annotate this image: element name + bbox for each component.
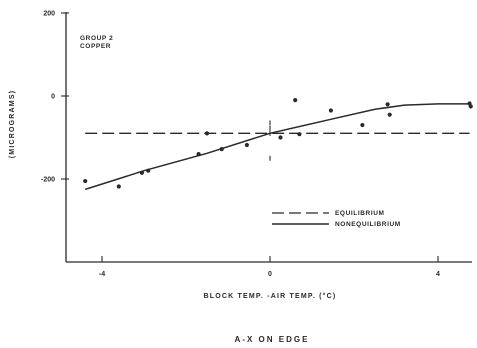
- legend: EQUILIBRIUM NONEQUILIBRIUM: [272, 210, 401, 228]
- data-point: [116, 184, 121, 189]
- data-point: [387, 112, 392, 117]
- data-point: [196, 152, 201, 157]
- data-point: [146, 168, 151, 173]
- data-point: [293, 98, 298, 103]
- annotation-line-1: GROUP 2: [80, 35, 113, 42]
- x-tick-label: -4: [99, 271, 105, 278]
- y-axis-label: (MICROGRAMS): [9, 90, 16, 158]
- data-point: [328, 108, 333, 113]
- figure-caption: A-X ON EDGE: [235, 335, 310, 344]
- nonequilibrium-curve: [84, 103, 470, 191]
- data-point: [297, 132, 302, 137]
- chart-marks: 200 0 -200 -4 0 4: [41, 11, 473, 278]
- data-point: [278, 135, 283, 140]
- data-point: [139, 170, 144, 175]
- y-tick-label: -200: [41, 177, 55, 184]
- data-point: [468, 104, 473, 109]
- legend-label-nonequilibrium: NONEQUILIBRIUM: [335, 221, 401, 228]
- legend-label-equilibrium: EQUILIBRIUM: [335, 210, 385, 217]
- data-point: [385, 102, 390, 107]
- data-point: [360, 122, 365, 128]
- data-point: [244, 142, 249, 148]
- x-tick-label: 0: [268, 271, 272, 278]
- data-point: [204, 131, 210, 136]
- y-tick-label: 0: [51, 94, 55, 101]
- x-tick-label: 4: [436, 271, 440, 278]
- y-tick-label: 200: [43, 11, 55, 18]
- x-axis-label: BLOCK TEMP. -AIR TEMP. (°C): [204, 292, 337, 300]
- annotation-line-2: COPPER: [80, 43, 111, 50]
- data-point: [83, 178, 88, 184]
- data-point: [219, 147, 224, 152]
